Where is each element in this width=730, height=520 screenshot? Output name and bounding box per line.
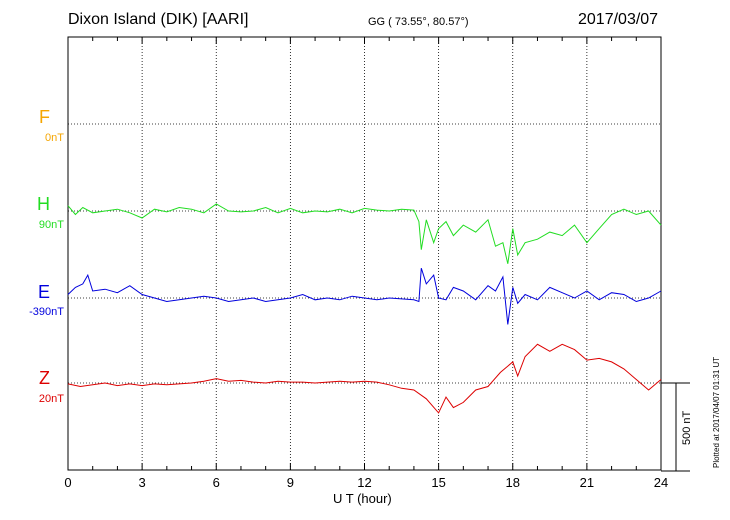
series-group [67, 203, 662, 414]
component-letter-e: E [37, 282, 50, 302]
component-base-h: 90nT [38, 219, 64, 231]
component-base-e: -390nT [29, 306, 64, 318]
chart-title: Dixon Island (DIK) [AARI] [68, 11, 249, 28]
x-tick-label: 18 [506, 475, 520, 490]
x-tick-label: 21 [580, 475, 594, 490]
series-line-h [67, 203, 662, 264]
component-base-z: 20nT [38, 393, 64, 405]
component-base-f: 0nT [45, 132, 64, 144]
component-letter-h: H [37, 194, 50, 214]
x-tick-label: 15 [431, 475, 445, 490]
x-tick-label: 12 [357, 475, 371, 490]
component-letter-z: Z [39, 368, 50, 388]
component-letter-f: F [39, 107, 50, 127]
x-axis-label: U T (hour) [333, 491, 392, 506]
x-axis-ticks: 0 3 6 9 12 15 18 21 24 [64, 37, 668, 490]
x-tick-label: 3 [139, 475, 146, 490]
x-tick-label: 9 [287, 475, 294, 490]
scale-bar-label: 500 nT [681, 410, 693, 445]
plotted-timestamp: Plotted at 2017/04/07 01:31 UT [712, 356, 721, 468]
station-coordinates: GG ( 73.55°, 80.57°) [368, 16, 469, 28]
scale-bar [661, 382, 690, 472]
grid [68, 37, 661, 470]
x-tick-label: 0 [64, 475, 71, 490]
chart-date: 2017/03/07 [578, 11, 659, 28]
series-line-z [67, 343, 662, 414]
x-tick-label: 24 [654, 475, 668, 490]
series-line-e [67, 267, 662, 325]
x-tick-label: 6 [213, 475, 220, 490]
